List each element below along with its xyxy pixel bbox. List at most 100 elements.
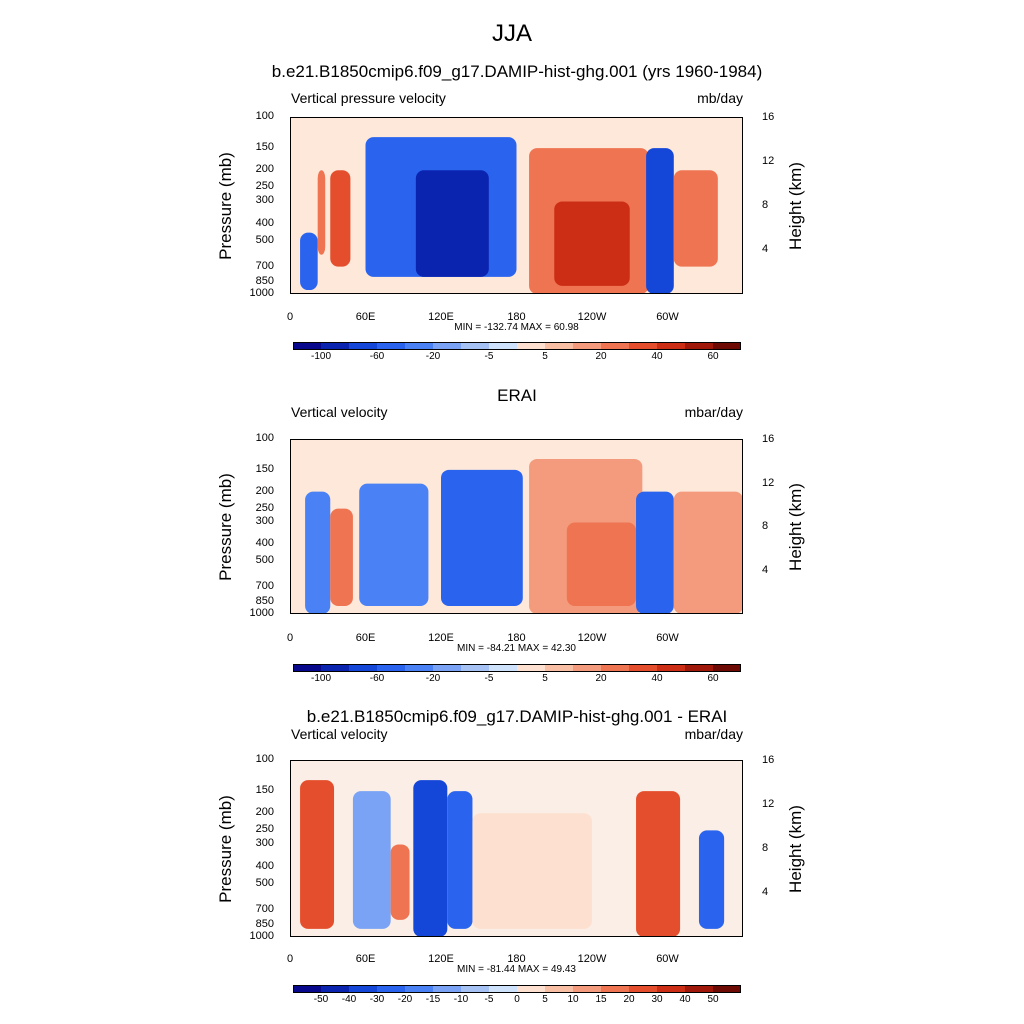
colorbar-swatch [657,664,686,672]
y2-tick-label: 16 [762,754,775,767]
colorbar-swatch [573,664,602,672]
contour-region [359,483,429,606]
contour-region [636,791,681,937]
colorbar-swatch [545,342,574,350]
y-tick-label: 700 [255,259,274,272]
colorbar-swatch [293,664,322,672]
y-tick-label: 100 [255,432,274,444]
colorbar-swatch [321,985,350,993]
y2-tick-label: 8 [762,520,769,533]
x-tick-label: 0 [286,632,294,644]
panel-title: ERAI [497,386,537,405]
colorbar-label: 10 [567,994,579,1005]
x-tick-label: 180 [507,953,526,965]
colorbar-swatch [461,664,490,672]
y2-axis-label: Height (km) [786,161,805,250]
y-tick-label: 1000 [249,287,274,299]
colorbar-swatch [461,342,490,350]
y2-tick-label: 16 [762,111,775,124]
x-tick-label: 60W [656,953,679,965]
x-tick-label: 60W [656,311,679,323]
colorbar-swatch [377,664,406,672]
y-tick-label: 300 [255,194,274,207]
colorbar-swatch [657,342,686,350]
y-axis-label: Pressure (mb) [216,151,235,260]
contour-region [352,791,391,929]
colorbar-swatch [573,342,602,350]
contour-region [330,508,353,606]
colorbar-swatch [349,664,378,672]
y-tick-label: 200 [255,163,274,176]
y-tick-label: 700 [255,902,274,915]
contour-region [673,170,718,267]
x-tick-label: 60E [355,953,376,965]
x-tick-label: 60W [656,632,679,644]
colorbar-swatch [517,342,546,350]
colorbar-swatch [545,664,574,672]
contour-region [317,170,326,255]
colorbar-swatch [685,664,714,672]
y-tick-label: 500 [255,233,274,246]
y-tick-label: 150 [255,462,274,475]
y-tick-label: 500 [255,554,274,567]
colorbar-swatch [349,985,378,993]
colorbar-swatch [545,985,574,993]
units-label: mbar/day [684,726,743,742]
colorbar-label: -100 [310,351,331,362]
x-tick-label: 0 [286,311,294,323]
colorbar-swatch [293,342,322,350]
y-tick-label: 850 [255,917,274,930]
colorbar-label: 5 [542,673,548,684]
y-tick-label: 250 [255,180,274,193]
min-max-text: MIN = -81.44 MAX = 49.43 [457,964,576,975]
field-label: Vertical velocity [291,404,388,420]
y2-tick-label: 8 [762,199,769,212]
colorbar-swatch [489,664,518,672]
colorbar-swatch [405,664,434,672]
contour-region [566,522,637,606]
colorbar-swatch [713,985,741,993]
colorbar [293,342,741,350]
y-tick-label: 850 [255,594,274,607]
contour-region [447,791,473,929]
x-tick-label: 180 [507,632,526,644]
colorbar-swatch [517,985,546,993]
y-tick-label: 200 [255,806,274,819]
colorbar-swatch [685,342,714,350]
y-tick-label: 200 [255,484,274,497]
y2-axis-label: Height (km) [786,482,805,571]
colorbar-label: 20 [623,994,635,1005]
colorbar-swatch [601,985,630,993]
y2-tick-label: 4 [762,243,769,256]
colorbar-label: 40 [651,673,663,684]
y2-axis-label: Height (km) [786,804,805,893]
y-axis-label: Pressure (mb) [216,794,235,903]
colorbar-swatch [657,985,686,993]
colorbar-label: 20 [595,351,607,362]
x-tick-label: 0 [286,953,294,965]
contour-region [636,491,674,614]
units-label: mbar/day [684,404,743,420]
colorbar-swatch [405,985,434,993]
contour-region [415,170,489,277]
colorbar-label: 50 [707,994,719,1005]
y2-tick-label: 12 [762,798,775,811]
colorbar-label: -60 [369,673,385,684]
y-tick-label: 1000 [249,930,274,942]
colorbar-swatch [461,985,490,993]
colorbar-label: 5 [542,351,548,362]
colorbar [293,664,741,672]
colorbar-swatch [349,342,378,350]
contour-region [698,830,725,929]
colorbar-label: 15 [595,994,607,1005]
x-tick-label: 120W [577,311,607,323]
colorbar-swatch [629,985,658,993]
colorbar-swatch [321,342,350,350]
colorbar-swatch [377,985,406,993]
colorbar-swatch [713,342,741,350]
colorbar-label: 60 [707,673,719,684]
y-tick-label: 300 [255,515,274,528]
colorbar-swatch [629,342,658,350]
contour-region [472,813,592,929]
field-label: Vertical pressure velocity [291,90,446,106]
